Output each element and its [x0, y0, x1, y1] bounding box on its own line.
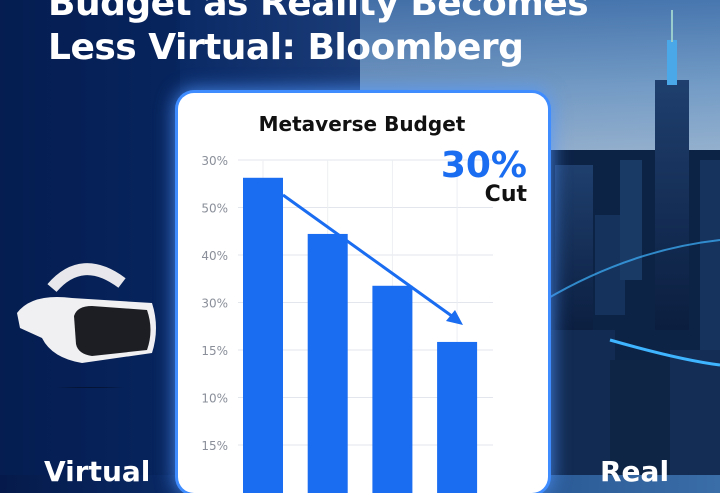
y-tick-label: 15%	[201, 344, 228, 358]
bar	[437, 341, 478, 493]
y-tick-label: 40%	[201, 249, 228, 263]
bar	[307, 233, 348, 493]
y-tick-label: 30%	[201, 297, 228, 311]
y-tick-label: 30%	[201, 154, 228, 168]
city-skyline	[0, 0, 720, 475]
headline-line-1: Budget as Reality Becomes	[48, 0, 589, 24]
chart-card: 30% 50% 40% 30% 15% 10% 15% Metaverse Budget 3…	[178, 93, 548, 493]
trend-arrow	[282, 193, 463, 325]
headline-line-2: Less Virtual: Bloomberg	[48, 27, 524, 68]
y-tick-label: 50%	[201, 202, 228, 216]
chart-title: Metaverse Budget	[259, 112, 466, 136]
y-tick-label: 15%	[201, 439, 228, 453]
bar	[372, 285, 413, 493]
caption-virtual: Virtual	[44, 455, 151, 488]
bar	[243, 177, 283, 493]
bar-chart: 30% 50% 40% 30% 15% 10% 15% Metaverse Budget 3…	[201, 112, 528, 493]
caption-real: Real	[600, 455, 670, 488]
cut-percentage: 30%	[441, 145, 527, 186]
cut-label: Cut	[485, 182, 528, 207]
vr-headset-icon	[17, 263, 156, 388]
y-tick-label: 10%	[201, 392, 228, 406]
